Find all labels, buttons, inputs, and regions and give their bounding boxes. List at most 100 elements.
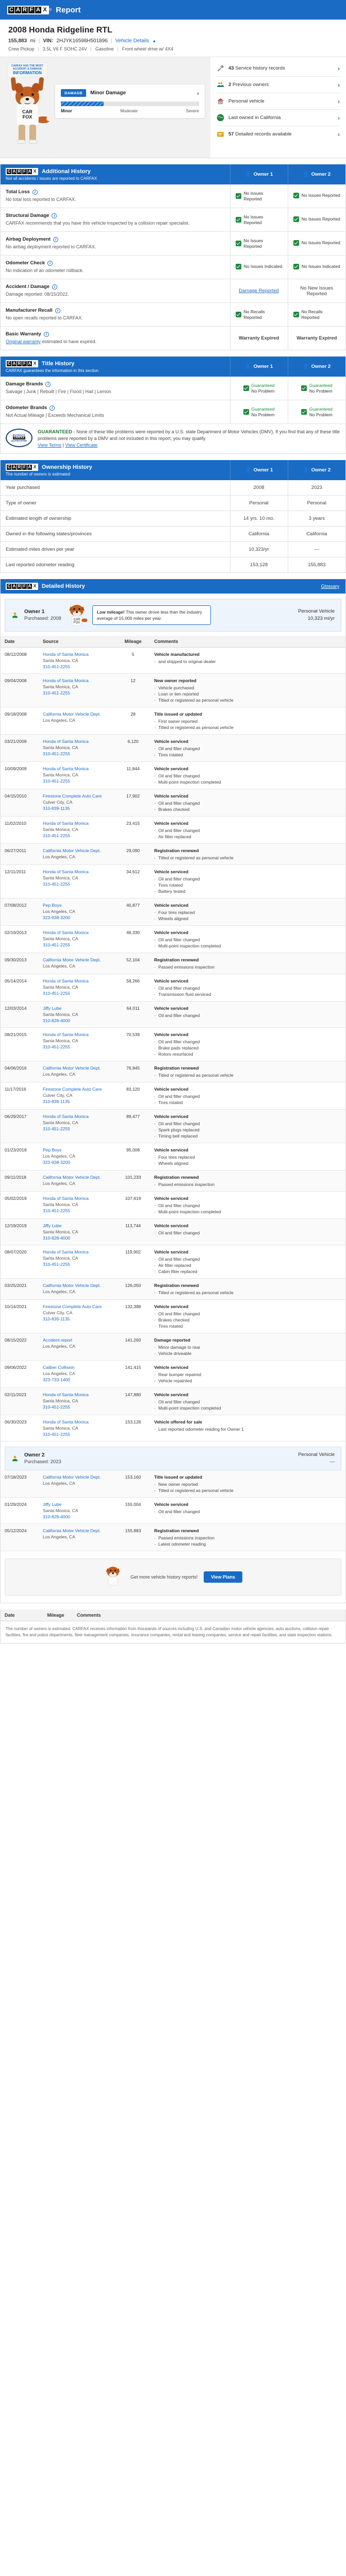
source-name[interactable]: Honda of Santa Monica [43,1114,89,1119]
source-phone[interactable]: 310-451-2255 [43,690,70,696]
source-name[interactable]: Honda of Santa Monica [43,678,89,683]
view-plans-button[interactable]: View Plans [204,1571,242,1583]
info-icon[interactable]: i [53,236,59,242]
record-date: 08/15/2022 [5,1337,27,1343]
status-badge: Guaranteed No Problem [301,383,333,394]
source-phone[interactable]: 310-839-1135 [43,806,70,811]
vehicle-details-link[interactable]: Vehicle Details [115,38,150,44]
record-mileage: 153,160 [125,1475,141,1480]
source-name[interactable]: Honda of Santa Monica [43,739,89,744]
source-phone[interactable]: 310-451-2255 [43,882,70,887]
damage-reported-link[interactable]: Damage Reported [239,288,279,294]
source-name[interactable]: California Motor Vehicle Dept. [43,848,101,853]
chevron-right-icon[interactable]: › [338,64,340,72]
source-name[interactable]: Honda of Santa Monica [43,1392,89,1397]
source-name[interactable]: Honda of Santa Monica [43,978,89,984]
source-phone[interactable]: 310-451-2255 [43,751,70,756]
guarantee-block: BUYBACK CARFAX GUARANTEE GUARANTEED - None … [6,429,340,449]
source-phone[interactable]: 310-828-4000 [43,1514,70,1519]
source-name[interactable]: California Motor Vehicle Dept. [43,1475,101,1480]
source-name[interactable]: Honda of Santa Monica [43,1032,89,1037]
row-label-cell: Total Loss i No total loss reported to CAR… [1,184,230,208]
source-phone[interactable]: 310-451-2255 [43,1262,70,1267]
source-phone[interactable]: 310-451-2255 [43,942,70,947]
summary-item-previous-owners[interactable]: 2 Previous owners › [216,77,341,93]
chevron-right-icon[interactable]: › [338,81,340,89]
source-name[interactable]: California Motor Vehicle Dept. [43,1065,101,1071]
summary-item-personal-vehicle[interactable]: Personal vehicle › [216,93,341,110]
source-phone[interactable]: 310-451-2255 [43,1432,70,1437]
glossary-link[interactable]: Glossary [321,584,339,589]
info-icon[interactable]: i [55,308,60,313]
source-name[interactable]: Pep Boys [43,903,62,908]
mascot-leg-left [17,125,26,144]
owner-2-type: Personal Vehicle [298,1452,335,1458]
source-name[interactable]: Honda of Santa Monica [43,1419,89,1425]
info-icon[interactable]: i [52,284,57,290]
view-certificate-link[interactable]: View Certificate [65,443,97,448]
source-phone[interactable]: 310-451-2255 [43,778,70,784]
source-address: Santa Monica, CA [43,772,78,777]
source-name[interactable]: Accident report [43,1337,73,1343]
chevron-right-icon[interactable]: › [338,130,340,138]
chevron-right-icon[interactable]: › [338,97,340,105]
chevron-right-icon[interactable]: › [197,89,199,97]
source-name[interactable]: California Motor Vehicle Dept. [43,957,101,962]
source-name[interactable]: Jiffy Lube [43,1223,62,1228]
record-mileage: 119,902 [125,1249,141,1255]
source-phone[interactable]: 323-938-3200 [43,915,70,920]
source-name[interactable]: Honda of Santa Monica [43,1249,89,1255]
source-name[interactable]: Firestone Complete Auto Care [43,1087,102,1092]
source-phone[interactable]: 310-839-1135 [43,1316,70,1321]
source-name[interactable]: California Motor Vehicle Dept. [43,1175,101,1180]
source-phone[interactable]: 310-451-2255 [43,991,70,996]
info-icon[interactable]: i [47,260,53,266]
source-name[interactable]: Honda of Santa Monica [43,869,89,874]
record-comments: Title issued or updatedFirst owner repor… [150,707,345,734]
record-mileage: 89,477 [126,1114,140,1119]
source-name[interactable]: Jiffy Lube [43,1006,62,1011]
chevron-right-icon[interactable]: › [338,114,340,122]
table-row: Odometer Check i No indication of an odome… [1,255,345,279]
source-name[interactable]: Jiffy Lube [43,1502,62,1507]
source-phone[interactable]: 310-451-2255 [43,1126,70,1131]
info-icon[interactable]: i [45,381,51,387]
source-name[interactable]: Pep Boys [43,1147,62,1153]
source-name[interactable]: Honda of Santa Monica [43,930,89,935]
status-cell[interactable]: Damage Reported [230,279,288,303]
source-name[interactable]: California Motor Vehicle Dept. [43,1528,101,1533]
info-icon[interactable]: i [43,331,49,337]
damage-severity-card[interactable]: DAMAGE Minor Damage › Minor Moderate Sev… [55,84,205,118]
source-phone[interactable]: 310-451-2255 [43,1044,70,1049]
source-phone[interactable]: 310-451-2255 [43,664,70,669]
info-icon[interactable]: i [50,405,55,411]
source-name[interactable]: California Motor Vehicle Dept. [43,711,101,717]
source-phone[interactable]: 310-839-1135 [43,1099,70,1104]
source-name[interactable]: Honda of Santa Monica [43,766,89,771]
source-name[interactable]: California Motor Vehicle Dept. [43,1283,101,1288]
source-name[interactable]: Firestone Complete Auto Care [43,1304,102,1309]
source-phone[interactable]: 310-451-2255 [43,833,70,838]
source-name[interactable]: Honda of Santa Monica [43,821,89,826]
summary-item-service-records[interactable]: 43 Service history records › [216,60,341,77]
view-terms-link[interactable]: View Terms [38,443,62,448]
source-name[interactable]: Caliber Collision [43,1365,75,1370]
source-phone[interactable]: 310-451-2255 [43,1404,70,1410]
source-phone[interactable]: 323-733-1400 [43,1377,70,1382]
source-phone[interactable]: 310-451-2255 [43,1208,70,1213]
source-phone[interactable]: 310-828-4000 [43,1235,70,1241]
summary-item-detailed-records[interactable]: 57 Detailed records available › [216,126,341,142]
original-warranty-link[interactable]: Original warranty [6,339,41,344]
info-icon[interactable]: i [52,213,57,218]
info-icon[interactable]: i [32,189,38,195]
source-name[interactable]: Firestone Complete Auto Care [43,793,102,799]
chevron-up-icon[interactable]: ▲ [152,39,156,43]
record-title: Damage reported [154,1337,190,1343]
source-name[interactable]: Honda of Santa Monica [43,1196,89,1201]
summary-item-last-owned-state[interactable]: Last owned in California › [216,110,341,126]
detailed-history-row: 09/30/2013 California Motor Vehicle Dept.… [1,953,345,974]
source-phone[interactable]: 310-828-4000 [43,1018,70,1023]
record-comments: Registration renewed Titled or registered… [150,1279,345,1299]
source-phone[interactable]: 323-938-3200 [43,1160,70,1165]
source-name[interactable]: Honda of Santa Monica [43,652,89,657]
